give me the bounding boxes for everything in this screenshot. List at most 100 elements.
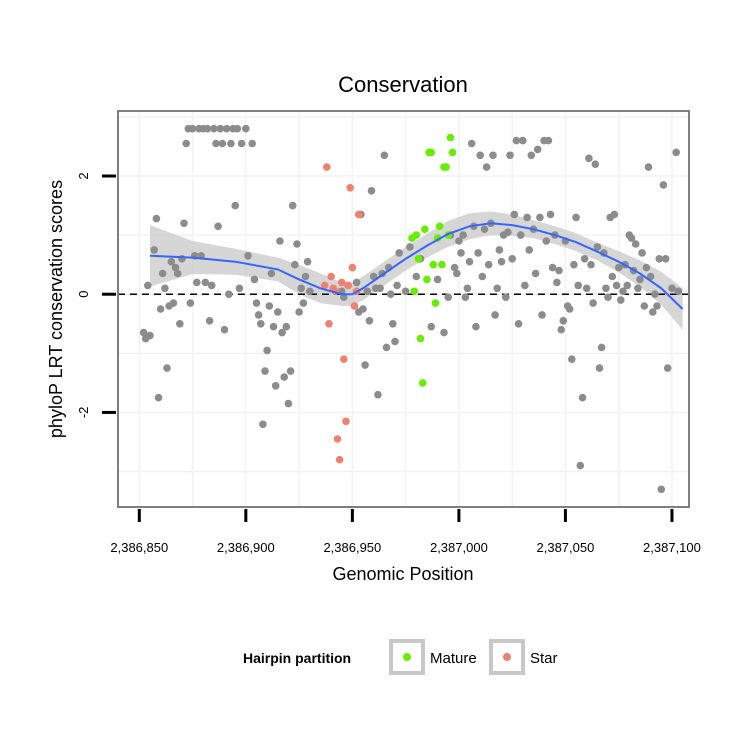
x-tick-label: 2,386,950: [323, 540, 381, 555]
point-mature: [446, 133, 455, 142]
point-other: [455, 237, 463, 245]
point-other: [544, 136, 553, 145]
point-other: [638, 249, 646, 257]
point-other: [288, 201, 297, 210]
point-other: [216, 124, 225, 133]
smooth-line: [149, 222, 684, 310]
point-other: [478, 272, 487, 281]
point-mature: [416, 334, 425, 343]
point-mature: [410, 287, 419, 296]
point-other: [572, 213, 580, 222]
point-star: [335, 455, 344, 464]
point-other: [519, 136, 527, 145]
plot-border: [117, 110, 690, 508]
x-axis-label: Genomic Position: [332, 564, 473, 584]
point-other: [634, 284, 642, 293]
point-other: [582, 284, 591, 293]
point-other: [303, 257, 312, 266]
point-other: [467, 139, 476, 148]
point-mature: [431, 299, 440, 307]
point-other: [461, 293, 470, 302]
point-other: [644, 163, 653, 171]
point-mature: [412, 231, 421, 239]
point-other: [663, 364, 672, 372]
point-other: [533, 145, 542, 154]
point-other: [380, 151, 389, 160]
point-other: [627, 234, 636, 242]
point-other: [282, 322, 291, 331]
point-other: [169, 299, 178, 307]
legend-dot-star: [503, 653, 511, 661]
legend-item-star: Star: [489, 639, 558, 675]
point-other: [363, 287, 372, 296]
point-other: [180, 219, 188, 228]
point-other: [525, 246, 533, 254]
point-other: [593, 243, 602, 251]
point-other: [523, 213, 531, 222]
point-other: [484, 260, 493, 269]
point-other: [542, 237, 551, 245]
point-star: [344, 281, 352, 290]
point-other: [610, 210, 619, 219]
point-other: [482, 163, 491, 171]
point-other: [636, 275, 644, 284]
point-other: [367, 187, 376, 195]
point-other: [276, 237, 284, 245]
point-other: [389, 320, 397, 328]
point-other: [587, 260, 595, 269]
point-other: [450, 263, 459, 272]
point-star: [355, 210, 363, 219]
point-other: [227, 139, 235, 148]
point-mature: [448, 148, 457, 157]
point-other: [557, 325, 565, 334]
point-other: [248, 139, 256, 148]
smooth-line-path: [149, 222, 684, 310]
point-other: [161, 284, 169, 293]
point-other: [374, 390, 382, 399]
point-other: [393, 281, 401, 290]
point-other: [493, 284, 502, 293]
point-other: [382, 343, 391, 352]
x-tick-label: 2,386,900: [217, 540, 275, 555]
point-other: [576, 461, 585, 470]
point-star: [337, 278, 346, 287]
point-other: [214, 222, 222, 231]
point-other: [173, 269, 182, 278]
point-other: [254, 311, 263, 319]
point-other: [269, 322, 278, 331]
point-star: [350, 302, 359, 310]
point-other: [653, 302, 661, 310]
point-other: [237, 139, 246, 148]
point-other: [210, 124, 218, 133]
legend-dot-mature: [403, 653, 411, 661]
point-other: [612, 281, 621, 290]
point-other: [617, 296, 625, 304]
point-star: [340, 355, 348, 364]
point-other: [182, 139, 190, 148]
point-other: [672, 148, 680, 157]
point-other: [412, 272, 421, 281]
point-other: [457, 249, 465, 257]
point-other: [250, 275, 259, 284]
point-other: [570, 260, 578, 269]
point-other: [480, 225, 489, 233]
point-other: [267, 269, 276, 278]
point-other: [278, 328, 286, 337]
point-other: [512, 136, 521, 145]
point-star: [325, 320, 333, 328]
point-other: [580, 254, 589, 263]
point-other: [553, 278, 561, 287]
point-mature: [438, 260, 446, 269]
point-other: [631, 240, 640, 248]
point-other: [233, 124, 242, 133]
point-other: [642, 263, 651, 272]
point-other: [167, 257, 176, 266]
point-other: [391, 337, 399, 346]
point-other: [244, 252, 252, 260]
point-other: [440, 328, 448, 337]
point-other: [514, 320, 523, 328]
point-other: [655, 254, 663, 263]
point-other: [299, 299, 308, 307]
point-star: [323, 163, 331, 171]
